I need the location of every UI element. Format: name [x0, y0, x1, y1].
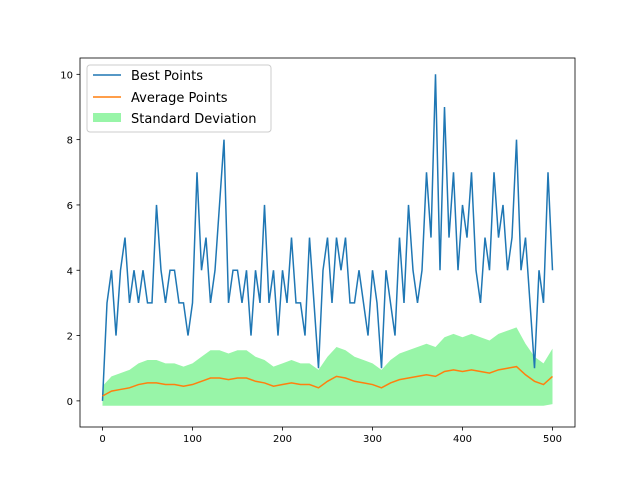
x-tick-label: 0: [99, 434, 105, 445]
x-tick-label: 100: [183, 434, 202, 445]
plot-area: [101, 74, 554, 406]
y-tick-label: 2: [67, 332, 73, 343]
legend-swatch-std: [93, 113, 121, 122]
y-tick-label: 8: [67, 136, 73, 147]
y-tick-label: 4: [67, 266, 73, 277]
legend-label-average: Average Points: [131, 91, 228, 106]
legend-label-std: Standard Deviation: [131, 112, 256, 127]
best-points-line: [101, 74, 554, 401]
std-deviation-band: [102, 327, 553, 406]
legend-box: [86, 64, 272, 133]
axis-ticks: 0 100 200 300 400 500 0 2 4 6 8 10: [60, 70, 562, 445]
y-tick-label: 6: [67, 201, 73, 212]
legend: Best Points Average Points Standard Devi…: [86, 64, 272, 133]
y-tick-label: 10: [60, 70, 73, 81]
average-points-line: [102, 365, 554, 397]
x-tick-label: 300: [363, 434, 382, 445]
x-tick-label: 400: [453, 434, 472, 445]
y-tick-label: 0: [67, 397, 73, 408]
x-tick-label: 500: [543, 434, 562, 445]
axes-frame: [79, 57, 576, 428]
legend-label-best: Best Points: [131, 69, 203, 84]
x-tick-label: 200: [273, 434, 292, 445]
